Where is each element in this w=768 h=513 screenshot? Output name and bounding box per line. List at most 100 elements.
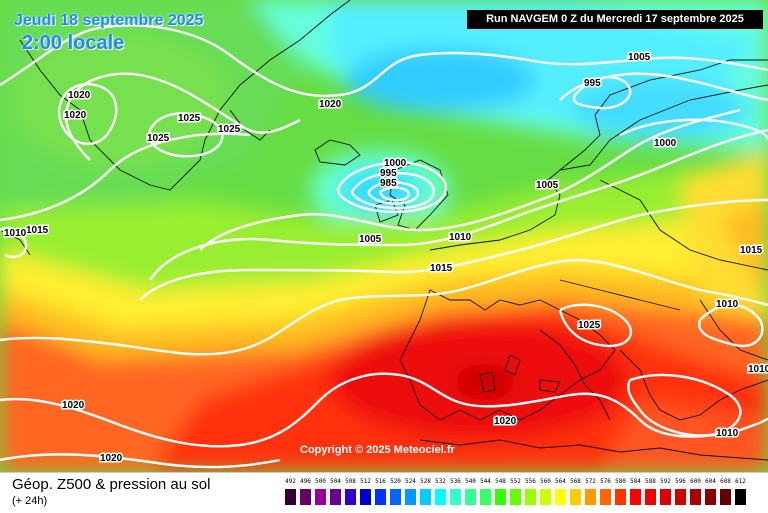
isobar-1020-med bbox=[319, 372, 768, 438]
isobar-995-low bbox=[351, 171, 435, 210]
legend-swatch bbox=[675, 489, 686, 505]
isobar-label: 1010 bbox=[449, 232, 472, 243]
legend-label: 508 bbox=[345, 478, 356, 485]
isobar-1025-alps bbox=[558, 303, 632, 348]
legend-swatch bbox=[405, 489, 416, 505]
isobar-label: 995 bbox=[584, 78, 601, 89]
isobar-995-northeast bbox=[572, 76, 632, 110]
isobar-1000-northeast bbox=[559, 72, 768, 102]
isobar-1015-west bbox=[0, 132, 251, 222]
weather-map-svg: 1020 1020 1025 1025 1025 1020 1005 995 1… bbox=[0, 0, 768, 472]
isobar-label: 1005 bbox=[359, 234, 382, 245]
isobar-label: 1005 bbox=[628, 52, 651, 63]
isobar-label: 1010 bbox=[716, 428, 739, 439]
legend-label: 580 bbox=[615, 478, 626, 485]
isobar-990-low bbox=[367, 181, 420, 205]
isobar-1000-low bbox=[336, 161, 447, 214]
isobar-label: 1020 bbox=[62, 400, 85, 411]
legend-swatch bbox=[630, 489, 641, 505]
legend-swatch bbox=[435, 489, 446, 505]
legend-label: 492 bbox=[285, 478, 296, 485]
legend-swatch bbox=[285, 489, 296, 505]
legend-label: 544 bbox=[480, 478, 491, 485]
legend-label: 560 bbox=[540, 478, 551, 485]
isobar-label: 1020 bbox=[319, 99, 342, 110]
legend-swatch bbox=[420, 489, 431, 505]
isobar-1010 bbox=[149, 128, 768, 281]
isobar-1020-south bbox=[0, 258, 768, 356]
model-run-banner: Run NAVGEM 0 Z du Mercredi 17 septembre … bbox=[467, 10, 763, 29]
legend-label: 500 bbox=[315, 478, 326, 485]
isobar-label: 1005 bbox=[536, 180, 559, 191]
legend-swatch bbox=[540, 489, 551, 505]
isobar-label: 1020 bbox=[100, 453, 123, 464]
forecast-lead-time: (+ 24h) bbox=[12, 495, 48, 507]
isobar-1025-inner bbox=[148, 112, 224, 158]
copyright-notice: Copyright © 2025 Meteociel.fr bbox=[300, 444, 455, 456]
isobar-label: 1015 bbox=[26, 225, 49, 236]
isobar-1020-bottom bbox=[0, 453, 281, 469]
legend-label: 504 bbox=[330, 478, 341, 485]
isobar-1005 bbox=[199, 108, 741, 251]
isobar-1015 bbox=[139, 198, 768, 301]
isobar-label: 1000 bbox=[654, 138, 677, 149]
isobar-label: 995 bbox=[380, 168, 397, 179]
legend-swatch bbox=[600, 489, 611, 505]
isobar-label: 1010 bbox=[748, 364, 768, 375]
legend-label: 596 bbox=[675, 478, 686, 485]
legend-label: 568 bbox=[570, 478, 581, 485]
legend-label: 600 bbox=[690, 478, 701, 485]
isobar-label: 1010 bbox=[716, 299, 739, 310]
legend-swatch bbox=[705, 489, 716, 505]
legend-label: 612 bbox=[735, 478, 746, 485]
legend-swatch bbox=[495, 489, 506, 505]
legend-swatch bbox=[510, 489, 521, 505]
legend-label: 556 bbox=[525, 478, 536, 485]
legend-label: 564 bbox=[555, 478, 566, 485]
legend-label: 572 bbox=[585, 478, 596, 485]
legend-label: 592 bbox=[660, 478, 671, 485]
coastlines bbox=[0, 0, 768, 461]
isobar-1025-greenland bbox=[64, 72, 301, 161]
isobar-label: 985 bbox=[380, 178, 397, 189]
isobar-label: 1025 bbox=[578, 320, 601, 331]
legend-label: 548 bbox=[495, 478, 506, 485]
legend-label: 532 bbox=[435, 478, 446, 485]
isobar-1000-east bbox=[619, 118, 768, 141]
isobar-label: 1000 bbox=[384, 158, 407, 169]
forecast-time: 2:00 locale bbox=[22, 32, 125, 54]
weather-map: 1020 1020 1025 1025 1025 1020 1005 995 1… bbox=[0, 0, 768, 472]
legend-label: 520 bbox=[390, 478, 401, 485]
legend-swatch bbox=[735, 489, 746, 505]
isobar-label: 1025 bbox=[178, 113, 201, 124]
legend-swatch bbox=[480, 489, 491, 505]
isobar-1010-east bbox=[698, 303, 764, 348]
legend-swatch bbox=[660, 489, 671, 505]
legend-swatch bbox=[345, 489, 356, 505]
isobars bbox=[0, 24, 768, 469]
isobar-label: 1010 bbox=[4, 228, 27, 239]
isobar-1010-southeast bbox=[627, 373, 742, 437]
isobar-label: 1025 bbox=[147, 133, 170, 144]
legend-label: 588 bbox=[645, 478, 656, 485]
isobar-1020-north bbox=[0, 24, 768, 98]
isobar-label: 1020 bbox=[64, 110, 87, 121]
legend-label: 536 bbox=[450, 478, 461, 485]
legend-swatch bbox=[720, 489, 731, 505]
legend-swatch bbox=[315, 489, 326, 505]
isobar-1015-small-west bbox=[0, 226, 28, 259]
isobar-label: 1015 bbox=[740, 245, 763, 256]
legend-label: 576 bbox=[600, 478, 611, 485]
legend-swatch bbox=[645, 489, 656, 505]
legend-swatch bbox=[375, 489, 386, 505]
legend-swatch bbox=[615, 489, 626, 505]
color-scale-legend: 492 496 500 504 508 512 516 520 524 528 532 536 540 5… bbox=[285, 478, 751, 508]
isobar-labels: 1020 1020 1025 1025 1025 1020 1005 995 1… bbox=[3, 51, 768, 466]
legend-swatch bbox=[585, 489, 596, 505]
forecast-date: Jeudi 18 septembre 2025 bbox=[14, 12, 204, 29]
legend-label: 540 bbox=[465, 478, 476, 485]
legend-label: 528 bbox=[420, 478, 431, 485]
legend-label: 516 bbox=[375, 478, 386, 485]
legend-swatch bbox=[390, 489, 401, 505]
legend-label: 584 bbox=[630, 478, 641, 485]
